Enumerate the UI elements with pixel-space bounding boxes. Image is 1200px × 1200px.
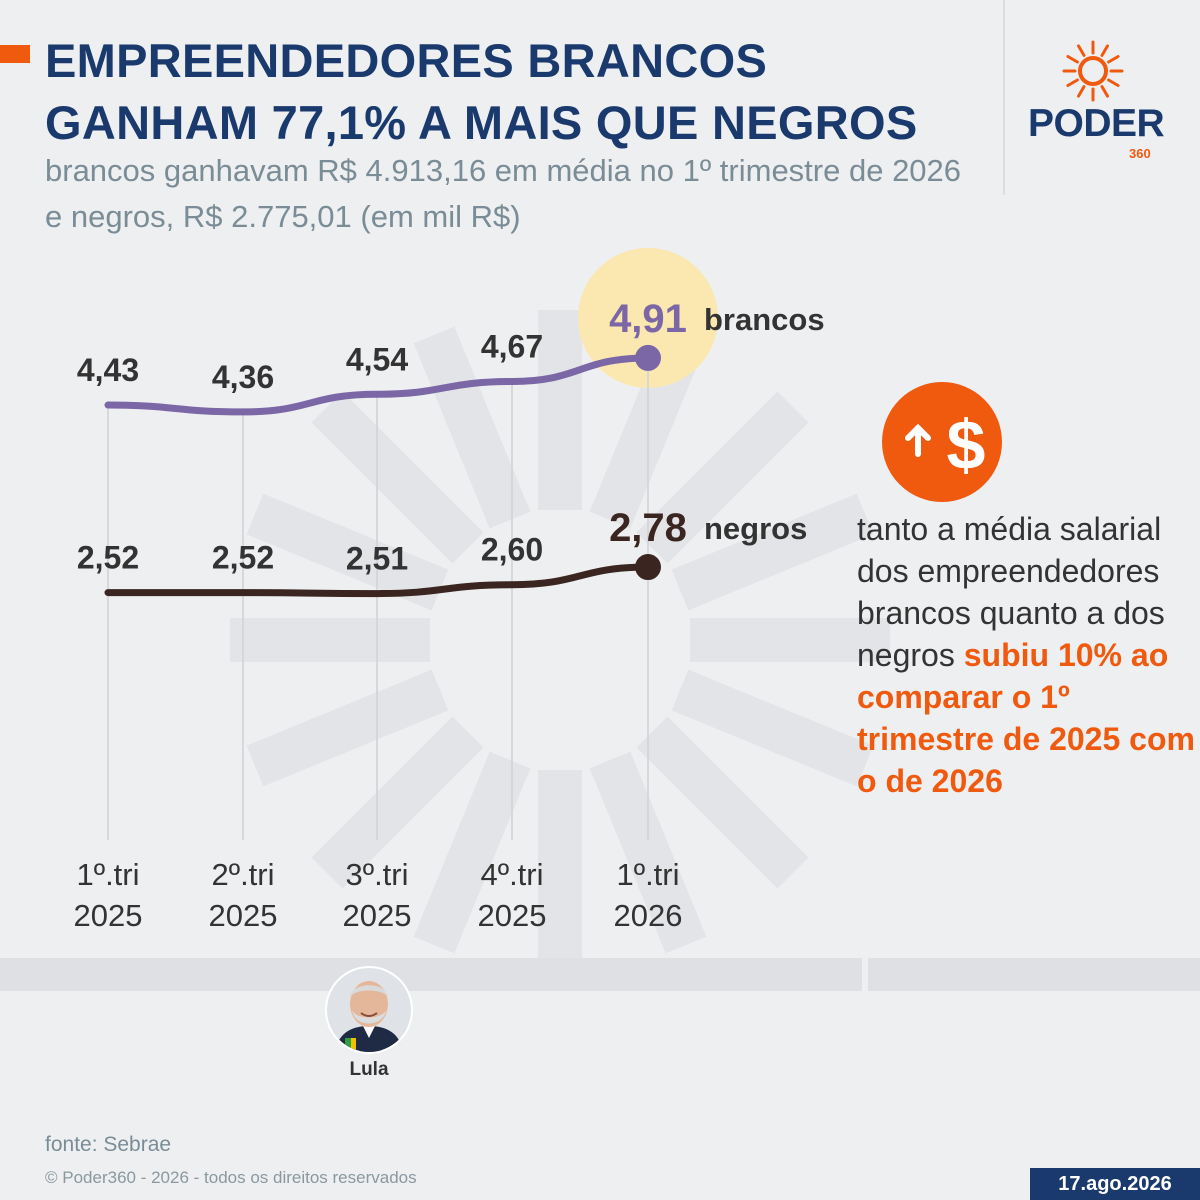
x-tick-label: 2º.tri 2025 <box>209 857 278 933</box>
side-note-highlight: subiu 10% ao comparar o 1º trimestre de … <box>857 637 1195 799</box>
side-note: tanto a média salarial dos empreendedore… <box>857 508 1197 802</box>
accent-bar <box>0 45 30 63</box>
page-subtitle: brancos ganhavam R$ 4.913,16 em média no… <box>45 153 962 234</box>
data-label: 2,52 <box>212 540 274 576</box>
x-tick-label: 4º.tri 2025 <box>478 857 547 933</box>
series-name-brancos: brancos <box>704 302 825 337</box>
person-name: Lula <box>349 1059 389 1080</box>
band-right <box>868 958 1200 991</box>
sun-rays-icon <box>1062 40 1124 102</box>
copyright: © Poder360 - 2026 - todos os direitos re… <box>45 1168 417 1187</box>
logo-suffix: 360 <box>1129 146 1151 161</box>
series-line-brancos <box>104 354 652 416</box>
end-point-brancos <box>635 344 661 371</box>
data-label: 2,60 <box>481 532 543 568</box>
data-label: 4,67 <box>481 328 543 364</box>
end-point-negros <box>635 554 661 581</box>
header-divider <box>1003 0 1005 195</box>
page-title: EMPREENDEDORES BRANCOS GANHAM 77,1% A MA… <box>45 34 918 149</box>
data-label: 4,54 <box>346 341 408 377</box>
x-tick-label: 1º.tri 2026 <box>614 857 683 933</box>
data-label: 4,36 <box>212 359 274 395</box>
data-label: 2,52 <box>77 540 139 576</box>
logo-name: PODER <box>1028 102 1165 145</box>
date-badge: 17.ago.2026 <box>1030 1168 1200 1200</box>
poder360-logo: PODER 360 <box>1028 40 1168 170</box>
data-label: 4,43 <box>77 352 139 388</box>
x-tick-label: 1º.tri 2025 <box>74 857 143 933</box>
highlight-circle <box>578 247 718 388</box>
series-name-negros: negros <box>704 511 807 546</box>
data-label: 2,51 <box>346 541 408 577</box>
data-label: 4,91 <box>609 297 687 341</box>
svg-text:$: $ <box>947 406 986 484</box>
x-tick-label: 3º.tri 2025 <box>343 857 412 933</box>
data-label: 2,78 <box>609 506 687 550</box>
source-note: fonte: Sebrae <box>45 1133 172 1156</box>
person-avatar-icon <box>325 966 413 1054</box>
dollar-up-arrow-icon: $ <box>882 382 1002 502</box>
band-left <box>0 958 862 991</box>
series-line-negros <box>104 563 652 598</box>
side-note-text: tanto a média salarial dos empreendedore… <box>857 511 1165 673</box>
